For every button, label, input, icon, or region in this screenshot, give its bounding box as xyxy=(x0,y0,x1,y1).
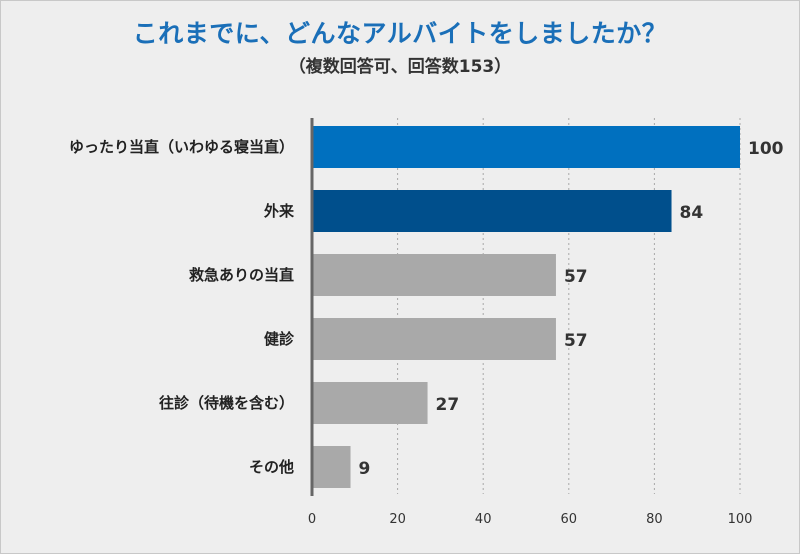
bar xyxy=(312,382,428,424)
bar xyxy=(312,318,556,360)
value-label: 9 xyxy=(359,459,371,479)
category-label: 外来 xyxy=(263,202,295,220)
category-label: 救急ありの当直 xyxy=(189,266,294,284)
value-label: 57 xyxy=(564,331,588,351)
value-label: 100 xyxy=(748,139,784,159)
category-label: ゆったり当直（いわゆる寝当直） xyxy=(69,138,294,156)
bar xyxy=(312,190,672,232)
category-label: 往診（待機を含む） xyxy=(159,394,294,412)
x-tick-label: 0 xyxy=(308,512,316,527)
value-label: 84 xyxy=(680,203,704,223)
bar xyxy=(312,126,740,168)
bar xyxy=(312,446,351,488)
category-label: その他 xyxy=(249,458,294,476)
value-label: 27 xyxy=(436,395,460,415)
category-label: 健診 xyxy=(264,330,295,348)
x-tick-label: 20 xyxy=(389,512,406,527)
bar xyxy=(312,254,556,296)
x-tick-label: 40 xyxy=(475,512,492,527)
x-tick-label: 100 xyxy=(728,512,753,527)
value-label: 57 xyxy=(564,267,588,287)
chart-title: これまでに、どんなアルバイトをしましたか？ xyxy=(132,19,668,48)
x-tick-label: 60 xyxy=(561,512,578,527)
x-tick-label: 80 xyxy=(646,512,663,527)
chart-subtitle: （複数回答可、回答数153） xyxy=(288,57,512,77)
